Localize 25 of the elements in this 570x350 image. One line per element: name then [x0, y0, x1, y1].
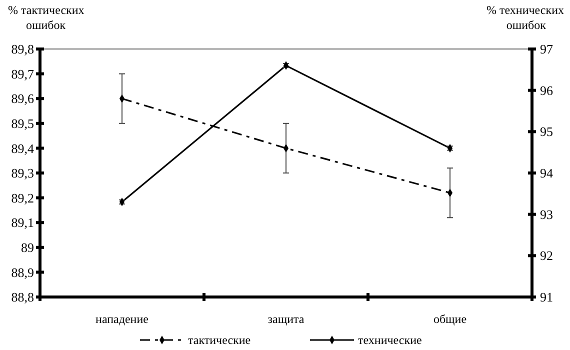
x-tick-label: защита [268, 312, 305, 326]
y-tick-label: 88,8 [11, 290, 34, 305]
y-axis-title: % тактических ошибок [8, 3, 84, 32]
y-tick-label: 89,1 [11, 215, 34, 230]
y-tick-label: 89,6 [11, 91, 34, 106]
legend-label: тактические [188, 333, 251, 348]
y-tick-label: 89,5 [11, 116, 34, 131]
y-tick-label: 89,4 [11, 140, 34, 156]
x-tick-label: общие [433, 312, 467, 326]
y2-tick-label: 92 [540, 248, 553, 264]
y-tick-label: 89,3 [11, 166, 34, 181]
y2-tick-label: 94 [540, 166, 554, 181]
y-tick-label: 88,9 [11, 264, 34, 280]
y-tick-label: 89 [21, 240, 34, 255]
y2-tick-label: 93 [540, 206, 553, 222]
y2-tick-label: 96 [540, 82, 554, 98]
y2-tick-label: 91 [540, 290, 553, 305]
y2-tick-label: 95 [540, 124, 553, 140]
y2-axis-title: % технических ошибок [486, 3, 564, 32]
y-tick-label: 89,2 [11, 190, 34, 206]
y-tick-label: 89,8 [11, 42, 34, 57]
legend-label: технические [358, 333, 422, 348]
y2-tick-label: 97 [540, 42, 554, 57]
y-tick-label: 89,7 [11, 66, 34, 82]
x-tick-label: нападение [96, 312, 148, 326]
